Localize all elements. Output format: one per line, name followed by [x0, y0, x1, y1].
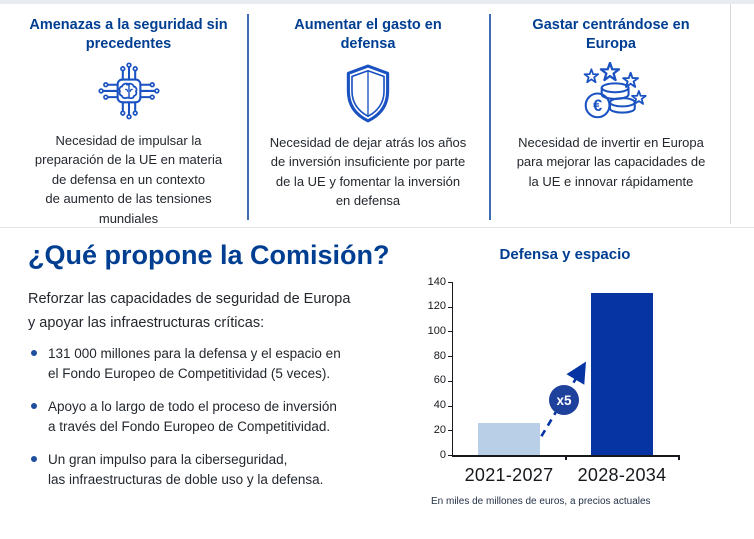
card-title: Aumentar el gasto en defensa — [294, 17, 442, 52]
bullet-text: 131 000 millones para la defensa y el es… — [48, 346, 341, 381]
y-axis-tick-mark — [448, 405, 452, 407]
y-axis-tick-label: 100 — [427, 324, 446, 337]
y-axis-tick-mark — [448, 306, 452, 308]
y-axis-tick-label: 140 — [427, 275, 446, 288]
bullet-dot-icon — [31, 350, 37, 356]
euro-coins-stars-icon-svg: € — [583, 61, 647, 118]
bar-2021-2027 — [478, 422, 540, 455]
column-divider-2 — [489, 14, 491, 220]
y-axis-tick-label: 80 — [433, 349, 446, 362]
defense-chart: Defensa y espacio x5 En miles de millone… — [428, 238, 748, 523]
card-security-threats: Amenazas a la seguridad sin precedentes — [22, 4, 235, 226]
x-axis-tick-mark — [678, 455, 680, 460]
bullet-dot-icon — [31, 455, 37, 462]
svg-text:€: € — [593, 97, 602, 115]
card-title: Amenazas a la seguridad sin precedentes — [29, 17, 228, 52]
column-divider-1 — [247, 14, 249, 220]
euro-coins-stars-icon: € — [573, 61, 649, 127]
list-item: Apoyo a lo largo de todo el proceso de i… — [30, 397, 422, 437]
page-title: ¿Qué propone la Comisión? — [28, 240, 390, 270]
y-axis-tick-label: 40 — [433, 399, 446, 412]
chart-title: Defensa y espacio — [499, 246, 631, 263]
y-axis-tick-label: 20 — [433, 423, 446, 436]
card-text: Necesidad de impulsar la preparación de … — [34, 132, 223, 226]
proposal-intro: Reforzar las capacidades de seguridad de… — [28, 291, 351, 331]
y-axis-tick-mark — [448, 331, 452, 333]
y-axis-tick-label: 120 — [427, 300, 446, 313]
x-axis-category-label: 2028-2034 — [577, 465, 667, 485]
card-text: Necesidad de dejar atrás los años de inv… — [269, 134, 467, 209]
x-axis-tick-mark — [565, 455, 567, 460]
y-axis-tick-mark — [448, 380, 452, 382]
ai-chip-brain-icon — [95, 61, 163, 125]
list-item: Un gran impulso para la ciberseguridad, … — [30, 450, 422, 490]
bullet-dot-icon — [31, 402, 37, 409]
bar-2028-2034 — [591, 293, 653, 455]
y-axis-tick-mark — [448, 455, 452, 456]
card-spend-europe: Gastar centrándose en Europa € — [500, 4, 722, 226]
x-axis-category-label: 2021-2027 — [464, 465, 554, 485]
bullet-text: Un gran impulso para la ciberseguridad, … — [48, 451, 324, 487]
section-separator — [0, 227, 754, 228]
y-axis-tick-label: 60 — [433, 374, 446, 387]
chart-caption: En miles de millones de euros, a precios… — [431, 496, 651, 507]
y-axis-tick-mark — [448, 356, 452, 358]
card-title: Gastar centrándose en Europa — [532, 17, 690, 52]
proposal-bullet-list: 131 000 millones para la defensa y el es… — [30, 344, 422, 503]
right-gray-border — [730, 4, 731, 224]
list-item: 131 000 millones para la defensa y el es… — [30, 344, 422, 384]
shield-icon — [340, 61, 396, 127]
card-increase-spending: Aumentar el gasto en defensa Necesidad d… — [260, 4, 476, 226]
y-axis-tick-mark — [448, 430, 452, 432]
card-text: Necesidad de invertir en Europa para mej… — [516, 134, 706, 189]
y-axis-tick-label: 0 — [439, 448, 446, 461]
shield-icon-svg — [346, 64, 390, 123]
bullet-text: Apoyo a lo largo de todo el proceso de i… — [48, 398, 337, 434]
top-gray-strip — [0, 0, 754, 4]
y-axis-tick-mark — [448, 282, 452, 283]
ai-chip-brain-icon-svg — [97, 62, 160, 120]
